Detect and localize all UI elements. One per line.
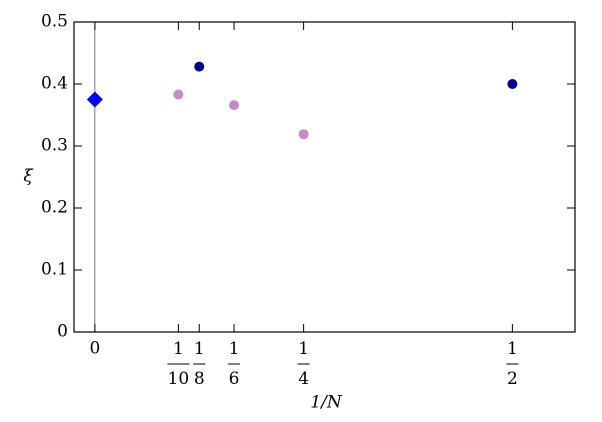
- y-tick-label: 0: [57, 322, 68, 342]
- plot-frame: [73, 21, 576, 333]
- y-tick-label: 0.1: [41, 260, 68, 280]
- data-point: [229, 100, 240, 111]
- x-tick-label: 1 10: [168, 339, 190, 389]
- x-tick-label: 0: [89, 339, 100, 359]
- y-tick-label: 0.2: [41, 198, 68, 218]
- data-point: [86, 91, 103, 108]
- data-point: [194, 61, 205, 72]
- data-point: [507, 79, 518, 89]
- data-point: [173, 89, 184, 100]
- y-tick-label: 0.5: [41, 12, 68, 32]
- y-tick-label: 0.4: [41, 74, 68, 94]
- y-tick-label: 0.3: [41, 136, 68, 156]
- data-point: [298, 129, 309, 140]
- x-axis-label: 1/N: [310, 393, 343, 413]
- y-axis-label: ξ: [23, 167, 34, 187]
